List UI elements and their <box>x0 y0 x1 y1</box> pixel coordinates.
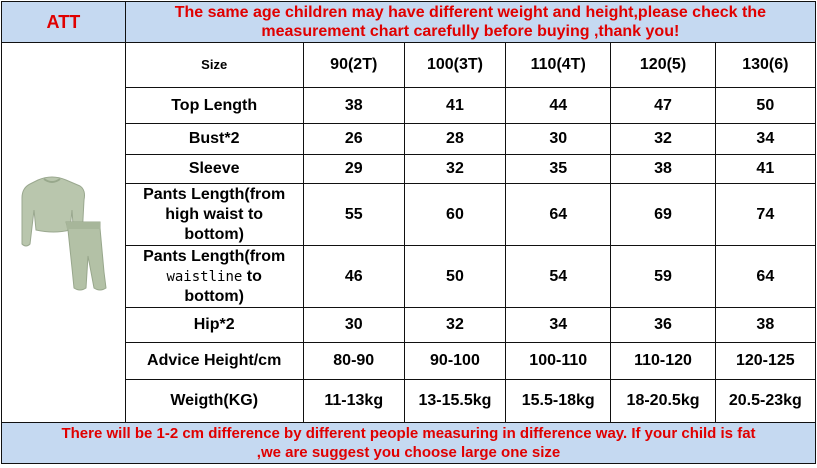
size-column-header: 120(5) <box>610 42 716 88</box>
table-row: Advice Height/cm 80-90 90-100 100-110 11… <box>2 342 817 380</box>
table-row: Top Length 38 41 44 47 50 <box>2 87 817 124</box>
table-row: Hip*2 30 32 34 36 38 <box>2 307 817 343</box>
footer-row: There will be 1-2 cm difference by diffe… <box>1 422 816 464</box>
table-cell: 18-20.5kg <box>610 379 716 423</box>
table-cell: 28 <box>403 123 507 155</box>
row-label: Hip*2 <box>124 307 304 343</box>
table-cell: 60 <box>403 183 507 246</box>
table-cell: 64 <box>714 245 817 308</box>
table-cell: 38 <box>302 87 405 124</box>
table-cell: 34 <box>505 307 612 343</box>
table-cell: 38 <box>714 307 817 343</box>
row-label: Sleeve <box>124 154 304 184</box>
size-column-header: 100(3T) <box>403 42 507 88</box>
table-row: Pants Length(from high waist to bottom) … <box>2 183 817 246</box>
table-cell: 41 <box>714 154 817 184</box>
table-cell: 74 <box>714 183 817 246</box>
table-cell: 69 <box>610 183 716 246</box>
size-column-header: 110(4T) <box>505 42 612 88</box>
table-cell: 54 <box>505 245 612 308</box>
notice-line-2: measurement chart carefully before buyin… <box>261 23 680 40</box>
table-cell: 100-110 <box>505 342 612 380</box>
table-cell: 34 <box>714 123 817 155</box>
table-cell: 110-120 <box>610 342 716 380</box>
table-cell: 64 <box>505 183 612 246</box>
table-cell: 41 <box>403 87 507 124</box>
footer-line-2: ,we are suggest you choose large one siz… <box>256 444 561 461</box>
size-column-header: 90(2T) <box>302 42 405 88</box>
row-label: Weigth(KG) <box>124 379 304 423</box>
table-cell: 38 <box>610 154 716 184</box>
table-cell: 32 <box>403 154 507 184</box>
table-cell: 32 <box>403 307 507 343</box>
row-label-word: to <box>246 267 262 285</box>
table-row: Pants Length(from waistline to bottom) 4… <box>2 245 817 308</box>
table-cell: 80-90 <box>302 342 405 380</box>
table-cell: 47 <box>610 87 716 124</box>
row-label-line: Pants Length(from <box>143 247 286 265</box>
table-cell: 32 <box>610 123 716 155</box>
table-cell: 29 <box>302 154 405 184</box>
table-cell: 44 <box>505 87 612 124</box>
product-image-cell <box>1 42 126 423</box>
table-cell: 90-100 <box>403 342 507 380</box>
row-label: Pants Length(from high waist to bottom) <box>124 183 304 246</box>
row-label-line: waistline to <box>126 267 302 287</box>
table-row: Weigth(KG) 11-13kg 13-15.5kg 15.5-18kg 1… <box>2 379 817 423</box>
pants-garment <box>65 221 107 290</box>
table-cell: 11-13kg <box>302 379 405 423</box>
size-column-header: 130(6) <box>714 42 817 88</box>
row-label: Advice Height/cm <box>124 342 304 380</box>
row-label-line: bottom) <box>184 225 244 243</box>
table-cell: 50 <box>714 87 817 124</box>
table-cell: 59 <box>610 245 716 308</box>
table-cell: 50 <box>403 245 507 308</box>
row-label: Top Length <box>124 87 304 124</box>
table-cell: 120-125 <box>714 342 817 380</box>
table-cell: 36 <box>610 307 716 343</box>
pajama-set-image <box>21 176 107 290</box>
footer-notice: There will be 1-2 cm difference by diffe… <box>1 422 816 464</box>
notice-row: ATT The same age children may have diffe… <box>1 1 817 43</box>
size-header-row: Size 90(2T) 100(3T) 110(4T) 120(5) 130(6… <box>1 42 817 423</box>
table-cell: 46 <box>302 245 405 308</box>
table-row: Sleeve 29 32 35 38 41 <box>2 154 817 184</box>
att-label: ATT <box>1 1 126 43</box>
table-cell: 35 <box>505 154 612 184</box>
notice-text: The same age children may have different… <box>124 1 817 43</box>
row-label-line: Pants Length(from <box>143 185 286 203</box>
table-row: Bust*2 26 28 30 32 34 <box>2 123 817 155</box>
row-label-line: high waist to <box>165 205 264 223</box>
row-label: Pants Length(from waistline to bottom) <box>124 245 304 308</box>
row-label-word: waistline <box>166 268 243 285</box>
table-cell: 30 <box>505 123 612 155</box>
size-header-label: Size <box>124 42 304 88</box>
table-cell: 13-15.5kg <box>403 379 507 423</box>
table-cell: 15.5-18kg <box>505 379 612 423</box>
table-cell: 55 <box>302 183 405 246</box>
row-label-line: bottom) <box>184 287 244 305</box>
table-cell: 30 <box>302 307 405 343</box>
footer-line-1: There will be 1-2 cm difference by diffe… <box>61 425 756 442</box>
notice-line-1: The same age children may have different… <box>174 4 766 21</box>
table-cell: 26 <box>302 123 405 155</box>
table-cell: 20.5-23kg <box>714 379 817 423</box>
row-label: Bust*2 <box>124 123 304 155</box>
